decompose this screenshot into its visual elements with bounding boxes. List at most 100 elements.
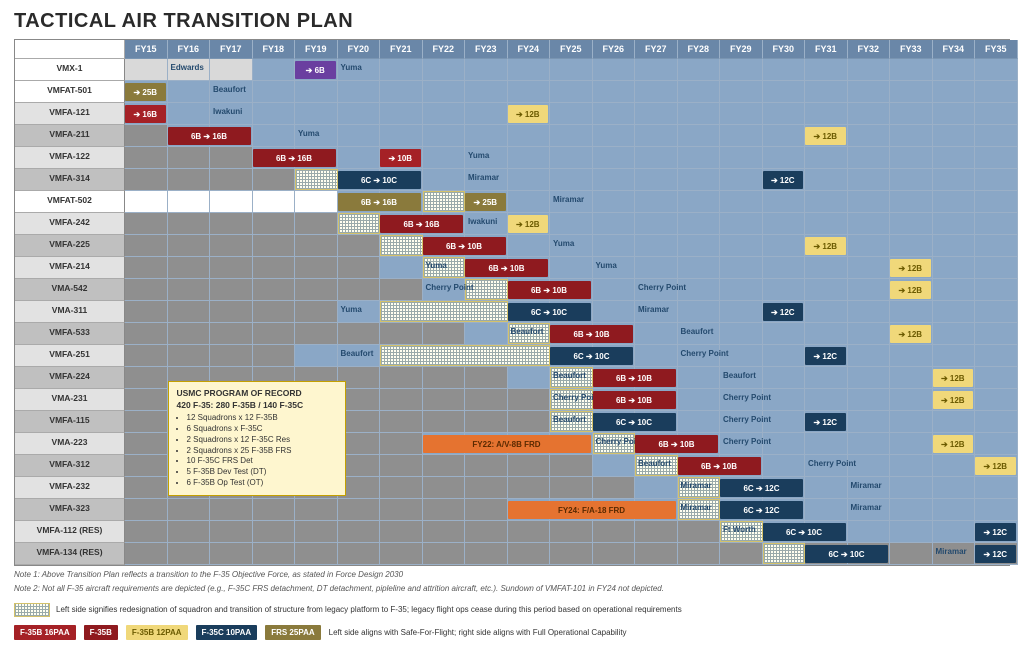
gantt-cell: ➔ 12C: [975, 521, 1018, 543]
gantt-cell: [423, 455, 466, 477]
gantt-bar: ➔ 12B: [975, 457, 1016, 475]
gantt-cell: [805, 103, 848, 125]
gantt-cell: [380, 323, 423, 345]
gantt-cell: [890, 213, 933, 235]
gantt-cell: 6C ➔ 10C: [508, 301, 551, 323]
gantt-cell: [593, 59, 636, 81]
location-label: Yuma: [298, 129, 319, 138]
gantt-cell: [933, 59, 976, 81]
gantt-cell: [550, 125, 593, 147]
gantt-cell: Yuma: [423, 257, 466, 279]
gantt-cell: [508, 125, 551, 147]
gantt-cell: [508, 521, 551, 543]
squadron-label: VMFA-134 (RES): [15, 543, 125, 565]
gantt-cell: Yuma: [593, 257, 636, 279]
location-label: Miramar: [851, 481, 882, 490]
gantt-cell: [125, 499, 168, 521]
gantt-cell: [975, 367, 1018, 389]
gantt-cell: [763, 191, 806, 213]
gantt-cell: [763, 81, 806, 103]
gantt-bar: FY24: F/A-18 FRD: [508, 501, 676, 519]
squadron-label: VMFA-312: [15, 455, 125, 477]
gantt-cell: [508, 543, 551, 565]
gantt-cell: [890, 367, 933, 389]
transition-hatch: [423, 191, 466, 212]
year-header: FY32: [848, 40, 891, 59]
location-label: Cherry Point: [638, 283, 686, 292]
gantt-cell: [380, 411, 423, 433]
gantt-bar: ➔ 25B: [125, 83, 166, 101]
gantt-cell: [635, 213, 678, 235]
location-label: Cherry Point: [681, 349, 729, 358]
gantt-cell: Cherry Point: [593, 433, 636, 455]
gantt-cell: [933, 191, 976, 213]
gantt-cell: [125, 59, 168, 81]
gantt-cell: [763, 543, 806, 565]
gantt-cell: [678, 411, 721, 433]
year-header: FY20: [338, 40, 381, 59]
gantt-cell: [168, 301, 211, 323]
gantt-cell: ➔ 12C: [975, 543, 1018, 565]
gantt-cell: [763, 147, 806, 169]
gantt-cell: [465, 477, 508, 499]
gantt-cell: [210, 323, 253, 345]
squadron-label: VMFA-323: [15, 499, 125, 521]
gantt-cell: [423, 389, 466, 411]
gantt-cell: [253, 125, 296, 147]
gantt-cell: [253, 345, 296, 367]
gantt-cell: [933, 455, 976, 477]
gantt-bar: 6C ➔ 10C: [550, 347, 633, 365]
gantt-cell: [720, 125, 763, 147]
footnote-2: Note 2: Not all F-35 aircraft requiremen…: [14, 584, 1010, 594]
gantt-cell: [338, 125, 381, 147]
program-of-record-box: USMC PROGRAM OF RECORD420 F-35: 280 F-35…: [168, 381, 347, 496]
legend-hatch: Left side signifies redesignation of squ…: [14, 603, 1010, 617]
location-label: Miramar: [468, 173, 499, 182]
gantt-cell: Miramar: [465, 169, 508, 191]
gantt-cell: [550, 169, 593, 191]
gantt-cell: [678, 521, 721, 543]
gantt-cell: [423, 499, 466, 521]
gantt-cell: [380, 477, 423, 499]
year-header: FY25: [550, 40, 593, 59]
gantt-cell: [253, 301, 296, 323]
gantt-cell: [125, 477, 168, 499]
year-header: FY26: [593, 40, 636, 59]
gantt-cell: [338, 81, 381, 103]
gantt-cell: [848, 367, 891, 389]
gantt-cell: [550, 477, 593, 499]
gantt-cell: [890, 477, 933, 499]
gantt-cell: [848, 125, 891, 147]
location-label: Beaufort: [553, 371, 586, 380]
gantt-cell: [465, 367, 508, 389]
gantt-cell: [423, 477, 466, 499]
gantt-cell: [635, 257, 678, 279]
gantt-bar: 6C ➔ 10C: [593, 413, 676, 431]
gantt-cell: ➔ 12B: [890, 257, 933, 279]
location-label: Beaufort: [553, 415, 586, 424]
year-header: FY16: [168, 40, 211, 59]
gantt-cell: Miramar: [550, 191, 593, 213]
gantt-cell: [933, 279, 976, 301]
gantt-cell: [550, 59, 593, 81]
gantt-cell: [508, 59, 551, 81]
gantt-cell: [890, 411, 933, 433]
gantt-cell: [848, 103, 891, 125]
gantt-cell: [890, 147, 933, 169]
gantt-bar: 6B ➔ 10B: [635, 435, 718, 453]
gantt-cell: [890, 345, 933, 367]
gantt-cell: [295, 345, 338, 367]
squadron-label: VMFA-314: [15, 169, 125, 191]
gantt-cell: [763, 323, 806, 345]
gantt-cell: [508, 235, 551, 257]
gantt-cell: [805, 213, 848, 235]
location-label: Cherry Point: [723, 437, 771, 446]
gantt-bar: 6B ➔ 10B: [465, 259, 548, 277]
gantt-cell: [975, 103, 1018, 125]
year-header: FY34: [933, 40, 976, 59]
squadron-label: VMA-311: [15, 301, 125, 323]
gantt-cell: [720, 323, 763, 345]
gantt-cell: [678, 81, 721, 103]
gantt-cell: ➔ 12B: [508, 103, 551, 125]
gantt-cell: [890, 169, 933, 191]
